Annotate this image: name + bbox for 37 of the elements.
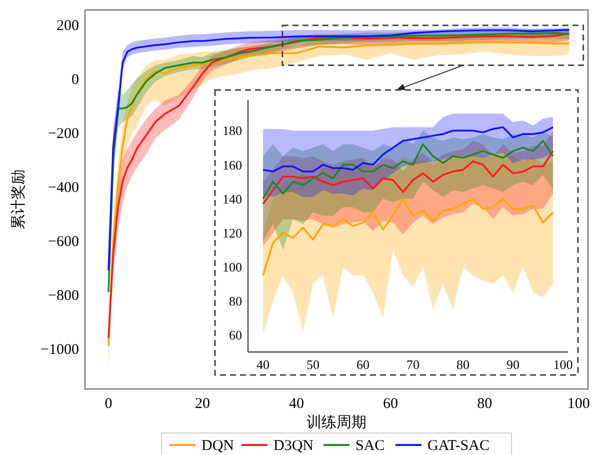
- x-tick-label: 60: [356, 357, 370, 372]
- legend-label: GAT-SAC: [428, 438, 490, 454]
- y-tick-label: 100: [222, 259, 242, 274]
- y-tick-label: −1000: [40, 342, 79, 358]
- x-tick-label: 50: [306, 357, 320, 372]
- y-tick-label: 0: [72, 72, 79, 88]
- line-series: [262, 140, 554, 200]
- line-series: [262, 198, 554, 276]
- y-tick-label: −600: [48, 234, 79, 250]
- x-tick-label: 100: [553, 357, 573, 372]
- line-series: [262, 126, 554, 172]
- legend-label: D3QN: [274, 438, 314, 454]
- legend-label: DQN: [202, 438, 234, 454]
- y-tick-label: −200: [48, 126, 79, 142]
- y-tick-label: −400: [48, 180, 79, 196]
- y-tick-label: −800: [48, 288, 79, 304]
- y-tick-label: 60: [229, 328, 242, 343]
- x-tick-label: 20: [195, 396, 210, 412]
- legend-label: SAC: [356, 438, 385, 454]
- y-tick-label: 160: [222, 157, 242, 172]
- x-tick-label: 60: [383, 396, 398, 412]
- y-axis-title: 累计奖励: [9, 170, 27, 230]
- x-tick-label: 80: [456, 357, 470, 372]
- x-tick-label: 40: [289, 396, 304, 412]
- x-tick-label: 100: [567, 396, 590, 412]
- x-tick-label: 80: [477, 396, 492, 412]
- x-tick-label: 90: [506, 357, 520, 372]
- x-tick-label: 40: [256, 357, 270, 372]
- line-series: [262, 150, 554, 205]
- x-tick-label: 70: [406, 357, 420, 372]
- y-tick-label: 140: [222, 191, 242, 206]
- y-tick-label: 80: [229, 293, 242, 308]
- y-tick-label: 120: [222, 225, 242, 240]
- x-axis-title: 训练周期: [306, 413, 366, 431]
- y-tick-label: 200: [56, 18, 79, 34]
- y-tick-label: 180: [222, 123, 242, 138]
- x-tick-label: 0: [104, 396, 112, 412]
